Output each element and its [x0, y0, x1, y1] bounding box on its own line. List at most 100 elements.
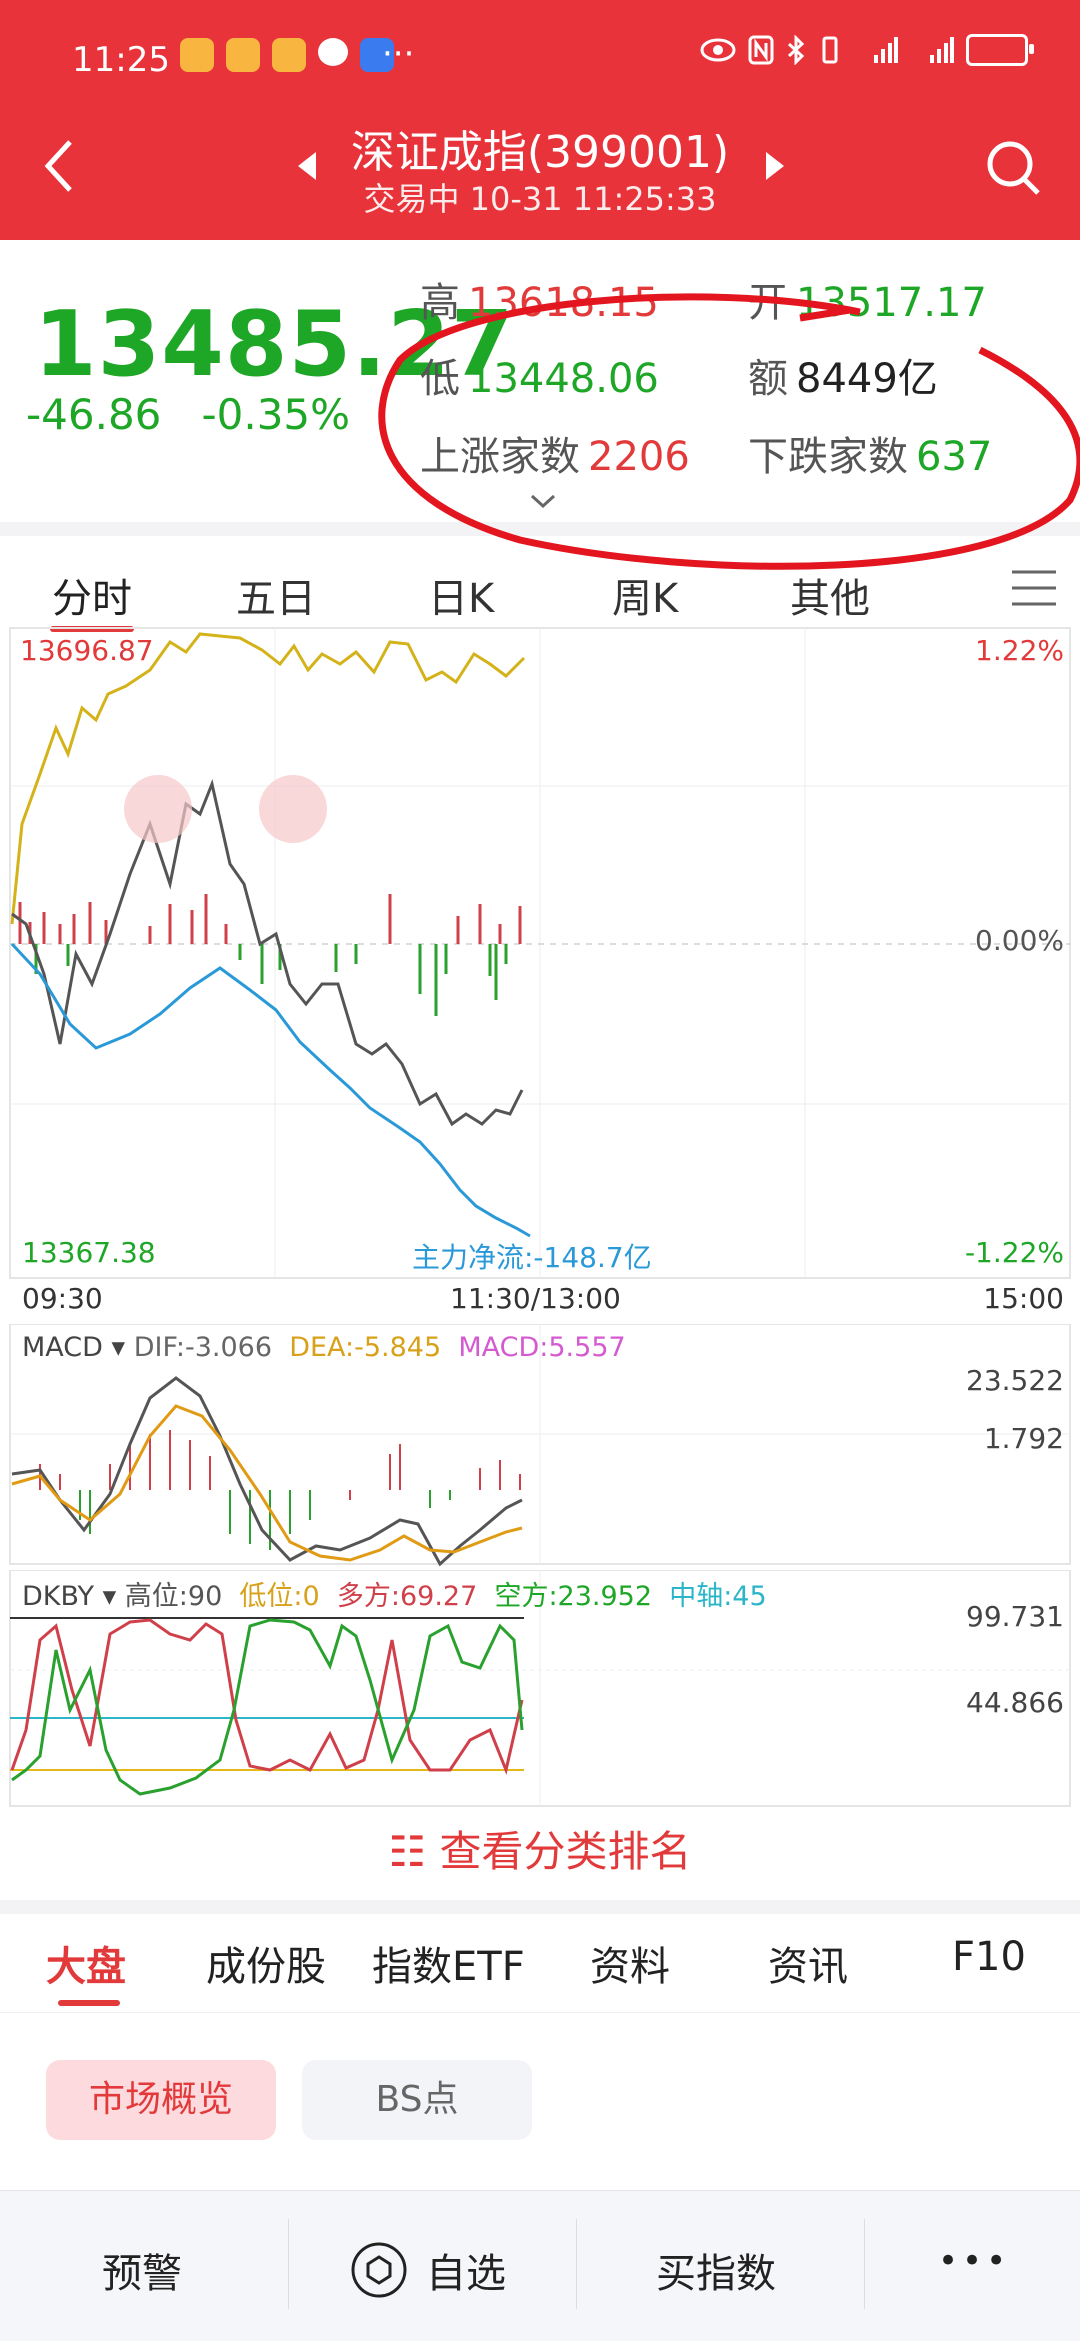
stat-advancers: 上涨家数 2206 [420, 424, 690, 482]
timeshare-chart [9, 627, 1071, 1279]
eye-icon [700, 38, 736, 62]
dkby-short: 空方:23.952 [494, 1581, 653, 1612]
amount-label: 额 [748, 356, 788, 402]
macd-axis-top: 23.522 [966, 1364, 1064, 1397]
time-start: 09:30 [22, 1282, 103, 1315]
open-value: 13517.17 [796, 280, 987, 326]
app-header: 11:25 ··· 深证成指(399001) 交易中 10-31 11:25:3… [0, 0, 1080, 240]
tab-market[interactable]: 大盘 [46, 1944, 126, 1990]
more-options-icon[interactable]: ••• [938, 2241, 1011, 2281]
high-label: 高 [420, 280, 460, 326]
decliners-value: 637 [916, 434, 993, 480]
tab-news[interactable]: 资讯 [768, 1944, 848, 1990]
page-title: 深证成指(399001) [350, 127, 730, 178]
stat-low: 低 13448.06 [420, 346, 659, 404]
expand-chevron-icon[interactable] [528, 492, 558, 512]
back-button[interactable] [40, 136, 80, 207]
macd-dea: DEA:-5.845 [289, 1332, 442, 1363]
time-end: 15:00 [983, 1282, 1064, 1315]
watchlist-label: 自选 [426, 2251, 506, 2297]
section-divider [0, 1900, 1080, 1914]
divider [288, 2219, 289, 2309]
dkby-high: 高位:90 [124, 1581, 223, 1612]
search-icon[interactable] [984, 138, 1042, 196]
alert-button[interactable]: 预警 [102, 2251, 182, 2297]
stat-decliners: 下跌家数 637 [748, 424, 992, 482]
amount-value: 8449亿 [796, 356, 938, 402]
time-mid: 11:30/13:00 [450, 1282, 621, 1315]
dkby-axis: 中轴:45 [669, 1581, 767, 1612]
main-net-flow: 主力净流:-148.7亿 [412, 1241, 652, 1274]
dkby-indicator-name[interactable]: DKBY [22, 1581, 95, 1612]
more-notifications-icon: ··· [382, 34, 415, 74]
view-category-ranking-button[interactable]: ☷ 查看分类排名 [0, 1812, 1080, 1902]
macd-legend[interactable]: MACD ▾ DIF:-3.066 DEA:-5.845 MACD:5.557 [22, 1332, 626, 1363]
rank-label: 查看分类排名 [439, 1827, 692, 1876]
tab-constituents[interactable]: 成份股 [206, 1944, 326, 1990]
stat-open: 开 13517.17 [748, 270, 987, 328]
nfc-icon [748, 35, 774, 65]
battery-icon [966, 34, 1034, 66]
tab-timeshare[interactable]: 分时 [52, 576, 132, 622]
status-app-icons [180, 38, 394, 72]
bottom-tab-indicator [58, 2000, 120, 2006]
dkby-axis-mid: 44.866 [966, 1686, 1064, 1719]
macd-macd: MACD:5.557 [458, 1332, 626, 1363]
divider [576, 2219, 577, 2309]
tab-weekly-k[interactable]: 周K [612, 576, 679, 622]
tab-f10[interactable]: F10 [952, 1934, 1026, 1980]
dkby-long: 多方:69.27 [336, 1581, 478, 1612]
macd-indicator-name[interactable]: MACD [22, 1332, 103, 1363]
change-value: -46.86 [26, 390, 162, 439]
trading-status: 交易中 10-31 11:25:33 [363, 180, 717, 218]
app-icon [360, 38, 394, 72]
dropdown-icon: ▾ [111, 1332, 126, 1363]
macd-chart [9, 1324, 1071, 1567]
bs-points-pill[interactable]: BS点 [302, 2060, 532, 2140]
advancers-value: 2206 [588, 434, 690, 480]
price-change: -46.86 -0.35% [26, 390, 350, 439]
dkby-legend[interactable]: DKBY ▾ 高位:90 低位:0 多方:69.27 空方:23.952 中轴:… [22, 1574, 767, 1613]
low-value: 13448.06 [468, 356, 659, 402]
tab-index-etf[interactable]: 指数ETF [372, 1944, 525, 1990]
signal-5g-icon [874, 37, 898, 63]
open-label: 开 [748, 280, 788, 326]
axis-bottom-percent: -1.22% [964, 1236, 1064, 1269]
notification-app-icon [180, 38, 214, 72]
tab-other[interactable]: 其他 [790, 576, 870, 622]
signal-4g-icon [930, 37, 954, 63]
status-time: 11:25 [72, 40, 170, 80]
chart-area[interactable]: 13696.87 1.22% 0.00% 13367.38 -1.22% 主力净… [0, 624, 1080, 1814]
watchlist-icon [351, 2242, 407, 2298]
dkby-axis-top: 99.731 [966, 1600, 1064, 1633]
prev-index-arrow[interactable] [298, 152, 316, 180]
chart-settings-icon[interactable] [1008, 562, 1060, 614]
next-index-arrow[interactable] [766, 152, 784, 180]
tab-profile[interactable]: 资料 [590, 1944, 670, 1990]
market-overview-pill[interactable]: 市场概览 [46, 2060, 276, 2140]
high-value: 13618.15 [468, 280, 659, 326]
notification-app-icon [272, 38, 306, 72]
vibrate-icon [822, 36, 838, 64]
divider [864, 2219, 865, 2309]
decliners-label: 下跌家数 [748, 434, 908, 480]
back-chevron-icon [44, 140, 72, 192]
tab-daily-k[interactable]: 日K [428, 576, 495, 622]
chart-period-tabs: 分时 五日 日K 周K 其他 [0, 522, 1080, 632]
tab-five-day[interactable]: 五日 [236, 576, 316, 622]
chat-icon [318, 38, 348, 66]
notification-app-icon [226, 38, 260, 72]
axis-mid-percent: 0.00% [975, 924, 1064, 957]
system-status-icons [700, 34, 1034, 66]
list-icon: ☷ [388, 1827, 427, 1876]
axis-top-percent: 1.22% [975, 634, 1064, 667]
axis-bottom-price: 13367.38 [22, 1236, 156, 1269]
watchlist-button[interactable]: 自选 [350, 2241, 506, 2299]
dkby-chart [9, 1570, 1071, 1807]
change-percent: -0.35% [201, 390, 351, 439]
dkby-low: 低位:0 [239, 1581, 320, 1612]
advancers-label: 上涨家数 [420, 434, 580, 480]
macd-axis-mid: 1.792 [983, 1422, 1064, 1455]
bluetooth-icon [787, 35, 805, 65]
buy-index-button[interactable]: 买指数 [656, 2251, 776, 2297]
